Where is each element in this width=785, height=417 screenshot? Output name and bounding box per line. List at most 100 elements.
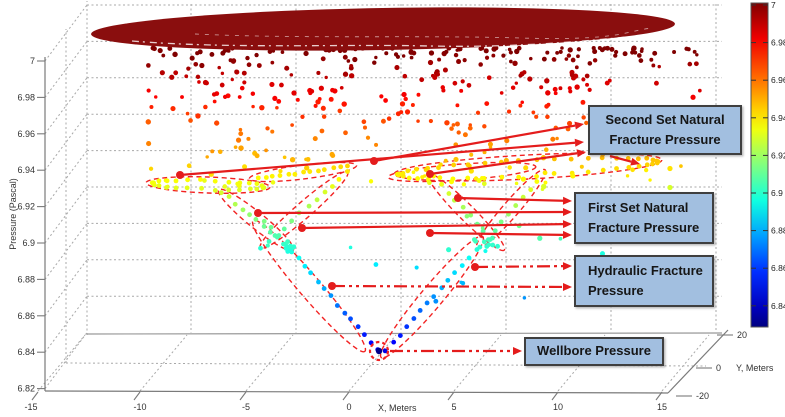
data-point — [576, 54, 580, 59]
data-point — [165, 184, 170, 189]
data-point — [684, 46, 689, 51]
data-point — [247, 212, 252, 218]
annotation-arrowhead — [630, 157, 640, 166]
data-point — [543, 147, 549, 152]
data-point — [316, 168, 321, 174]
fracture-highlight-ellipse — [475, 168, 547, 250]
tick-label: 7 — [30, 56, 35, 66]
data-point — [555, 136, 559, 141]
tick-label: 20 — [737, 330, 747, 340]
data-point — [270, 60, 275, 65]
data-point — [346, 59, 351, 63]
data-point — [184, 185, 190, 191]
data-point — [304, 165, 310, 171]
data-point — [566, 120, 573, 127]
tick-label: 6.82 — [17, 384, 35, 394]
annotation-arrowhead — [562, 282, 572, 291]
data-point — [569, 72, 575, 78]
data-point — [650, 161, 655, 167]
data-point — [605, 45, 610, 51]
data-point — [452, 270, 457, 276]
tick-label: 6.9 — [771, 188, 783, 198]
data-point — [270, 180, 276, 185]
data-point — [579, 164, 584, 169]
data-point — [466, 82, 472, 88]
data-point — [484, 101, 490, 106]
data-point — [180, 95, 184, 99]
data-point — [544, 104, 549, 109]
data-point — [443, 158, 448, 163]
data-point — [431, 294, 437, 300]
data-point — [543, 180, 548, 185]
data-point — [195, 113, 201, 119]
tick-label: 6.92 — [771, 150, 785, 160]
data-point — [238, 145, 244, 151]
data-point — [345, 169, 350, 174]
data-point — [234, 69, 239, 74]
data-point — [690, 94, 696, 100]
data-point — [456, 59, 462, 65]
data-point — [468, 123, 472, 127]
data-point — [483, 248, 488, 254]
data-point — [542, 170, 548, 176]
data-point — [272, 233, 278, 238]
tick-label: 6.96 — [771, 75, 785, 85]
data-point — [161, 53, 166, 58]
tick-label: 6.92 — [17, 202, 35, 212]
annotation-source-dot — [471, 263, 479, 271]
data-point — [528, 187, 534, 193]
tick-label: -5 — [242, 402, 250, 412]
data-point — [185, 111, 190, 116]
data-point — [667, 165, 673, 172]
data-point — [270, 129, 275, 134]
annotation-arrow-line — [373, 124, 576, 163]
data-point — [342, 71, 349, 77]
data-point — [570, 57, 576, 63]
data-point — [449, 126, 454, 131]
data-point — [551, 57, 557, 62]
label-first-set-natural-fracture-pressure: First Set Natural Fracture Pressure — [574, 192, 714, 244]
data-point — [305, 156, 311, 162]
data-point — [362, 125, 368, 130]
data-point — [514, 81, 519, 85]
data-point — [259, 183, 265, 189]
label-line: Second Set Natural — [605, 111, 725, 127]
annotation-arrowhead — [574, 138, 584, 147]
data-point — [427, 180, 432, 186]
data-point — [480, 175, 484, 180]
data-point — [217, 65, 221, 70]
label-line: First Set Natural — [588, 199, 689, 215]
data-point — [581, 77, 586, 82]
data-point — [568, 89, 573, 94]
data-point — [253, 217, 259, 222]
data-point — [468, 212, 474, 218]
data-point — [202, 178, 207, 183]
data-point — [591, 46, 596, 51]
data-point — [159, 70, 165, 76]
data-point — [467, 163, 472, 169]
data-point — [365, 135, 371, 140]
data-point — [462, 132, 468, 138]
data-point — [312, 136, 318, 142]
data-point — [574, 65, 579, 70]
data-point — [453, 156, 459, 163]
data-point — [540, 187, 545, 192]
data-point — [198, 177, 203, 182]
data-point — [465, 175, 471, 181]
tick-label: 6.98 — [771, 38, 785, 48]
data-point — [186, 66, 191, 71]
data-point — [318, 85, 324, 91]
data-point — [184, 74, 189, 79]
data-point — [211, 92, 217, 97]
data-point — [382, 348, 388, 354]
data-point — [395, 54, 400, 59]
data-point — [321, 167, 327, 173]
data-point — [303, 50, 309, 57]
data-point — [499, 91, 504, 95]
data-point — [289, 73, 294, 77]
data-point — [679, 164, 683, 168]
annotation-arrow-line — [331, 284, 564, 289]
data-point — [437, 57, 442, 62]
data-point — [654, 80, 659, 86]
data-point — [214, 120, 220, 126]
